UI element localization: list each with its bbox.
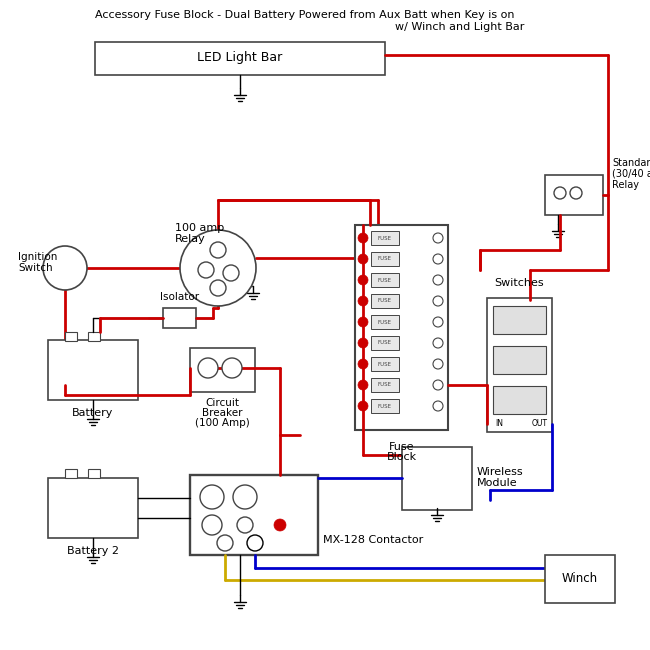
Bar <box>371 315 399 329</box>
Text: Standard: Standard <box>612 158 650 168</box>
Text: Accessory Fuse Block - Dual Battery Powered from Aux Batt when Key is on: Accessory Fuse Block - Dual Battery Powe… <box>96 10 515 20</box>
Circle shape <box>358 401 368 411</box>
Text: Module: Module <box>477 478 517 488</box>
Circle shape <box>274 519 286 531</box>
Text: Switch: Switch <box>18 263 53 273</box>
Text: FUSE: FUSE <box>378 361 392 367</box>
Circle shape <box>358 296 368 306</box>
Bar <box>355 225 448 430</box>
Text: Switches: Switches <box>495 278 544 288</box>
Circle shape <box>433 317 443 327</box>
Circle shape <box>210 280 226 296</box>
Bar <box>545 555 615 603</box>
Text: Battery 2: Battery 2 <box>67 546 119 556</box>
Circle shape <box>210 242 226 258</box>
Circle shape <box>358 233 368 243</box>
Circle shape <box>237 517 253 533</box>
Circle shape <box>223 265 239 281</box>
Circle shape <box>198 358 218 378</box>
Bar <box>88 332 100 341</box>
Circle shape <box>433 233 443 243</box>
Circle shape <box>198 262 214 278</box>
Text: Ignition: Ignition <box>18 252 57 262</box>
Text: (30/40 amp): (30/40 amp) <box>612 169 650 179</box>
Bar <box>493 306 546 334</box>
Circle shape <box>433 296 443 306</box>
Bar <box>65 469 77 478</box>
Bar <box>371 273 399 287</box>
Text: MX-128 Contactor: MX-128 Contactor <box>323 535 423 545</box>
Text: (100 Amp): (100 Amp) <box>194 418 250 428</box>
Text: FUSE: FUSE <box>378 404 392 408</box>
Circle shape <box>358 359 368 369</box>
Circle shape <box>222 358 242 378</box>
Bar <box>163 308 196 328</box>
Circle shape <box>358 338 368 348</box>
Circle shape <box>247 535 263 551</box>
Circle shape <box>200 485 224 509</box>
Bar <box>371 357 399 371</box>
Text: Fuse: Fuse <box>389 442 414 452</box>
Text: LED Light Bar: LED Light Bar <box>198 51 283 64</box>
Text: IN: IN <box>495 419 503 428</box>
Circle shape <box>358 317 368 327</box>
Bar <box>371 231 399 245</box>
Text: Relay: Relay <box>175 234 206 244</box>
Circle shape <box>217 535 233 551</box>
Text: FUSE: FUSE <box>378 257 392 261</box>
Bar <box>65 332 77 341</box>
Text: Breaker: Breaker <box>202 408 242 418</box>
Text: FUSE: FUSE <box>378 382 392 387</box>
Text: Block: Block <box>387 452 417 462</box>
Circle shape <box>358 380 368 390</box>
Circle shape <box>433 338 443 348</box>
Text: FUSE: FUSE <box>378 278 392 283</box>
Text: OUT: OUT <box>532 419 548 428</box>
Bar <box>371 378 399 392</box>
Text: w/ Winch and Light Bar: w/ Winch and Light Bar <box>395 22 525 32</box>
Text: FUSE: FUSE <box>378 298 392 304</box>
Circle shape <box>358 254 368 264</box>
Bar <box>88 469 100 478</box>
Text: FUSE: FUSE <box>378 235 392 240</box>
Bar <box>487 298 552 432</box>
Bar <box>48 478 138 538</box>
Circle shape <box>433 275 443 285</box>
Circle shape <box>570 187 582 199</box>
Text: Circuit: Circuit <box>205 398 239 408</box>
Text: FUSE: FUSE <box>378 341 392 346</box>
Circle shape <box>180 230 256 306</box>
Circle shape <box>433 254 443 264</box>
Text: FUSE: FUSE <box>378 320 392 324</box>
Bar <box>190 348 255 392</box>
Circle shape <box>202 515 222 535</box>
Bar <box>493 346 546 374</box>
Bar <box>493 386 546 414</box>
Circle shape <box>433 359 443 369</box>
Bar <box>371 294 399 308</box>
Bar <box>371 336 399 350</box>
Circle shape <box>358 275 368 285</box>
Text: Isolator: Isolator <box>161 292 200 302</box>
Bar <box>545 175 603 215</box>
Circle shape <box>233 485 257 509</box>
Bar <box>371 252 399 266</box>
Bar <box>48 340 138 400</box>
Text: Relay: Relay <box>612 180 639 190</box>
Text: 100 amp: 100 amp <box>175 223 224 233</box>
Text: Wireless: Wireless <box>477 467 524 477</box>
Circle shape <box>554 187 566 199</box>
Bar <box>190 475 318 555</box>
Bar <box>371 399 399 413</box>
Bar <box>95 42 385 75</box>
Circle shape <box>433 401 443 411</box>
Bar <box>402 447 472 510</box>
Circle shape <box>433 380 443 390</box>
Text: Battery: Battery <box>72 408 114 418</box>
Text: Winch: Winch <box>562 573 598 586</box>
Circle shape <box>43 246 87 290</box>
